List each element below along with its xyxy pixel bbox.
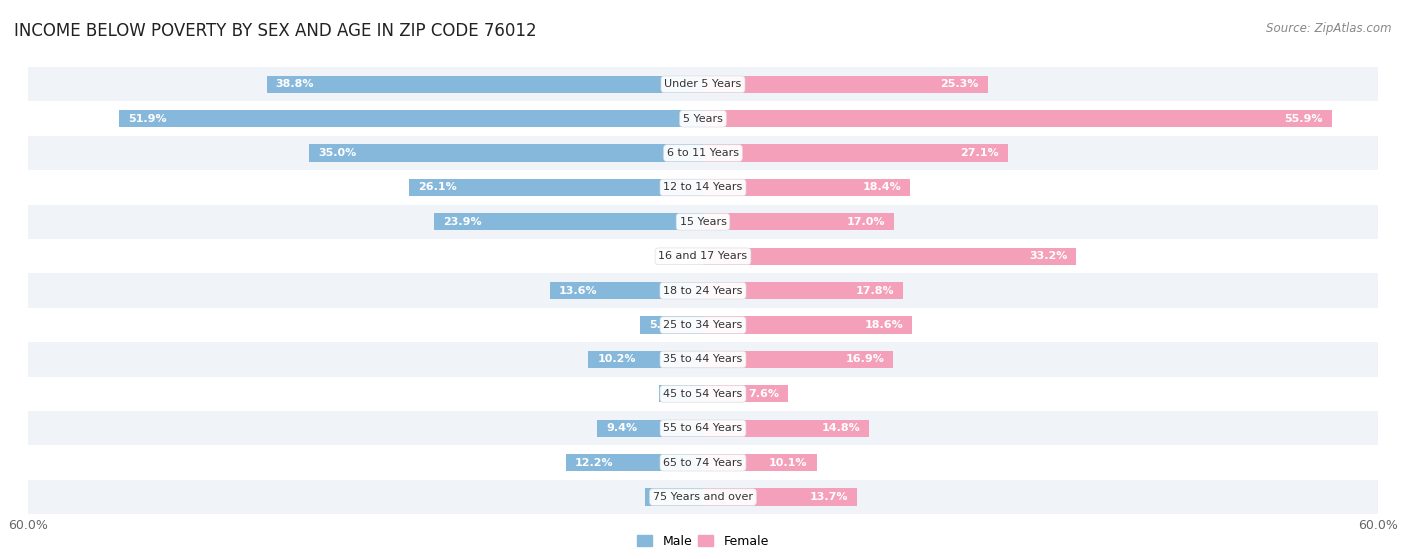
Text: Source: ZipAtlas.com: Source: ZipAtlas.com [1267, 22, 1392, 35]
Bar [309, 144, 703, 162]
Bar [28, 273, 1378, 308]
Bar [703, 179, 910, 196]
Text: 18 to 24 Years: 18 to 24 Years [664, 286, 742, 296]
Text: 15 Years: 15 Years [679, 217, 727, 227]
Bar [659, 385, 703, 402]
Bar [703, 316, 912, 334]
Text: 26.1%: 26.1% [419, 182, 457, 192]
Text: 25.3%: 25.3% [941, 79, 979, 89]
Text: 14.8%: 14.8% [821, 423, 860, 433]
Bar [28, 205, 1378, 239]
Bar [434, 214, 703, 230]
Text: 13.6%: 13.6% [560, 286, 598, 296]
Bar [28, 239, 1378, 273]
Text: 0.0%: 0.0% [669, 252, 697, 261]
Bar [28, 308, 1378, 342]
Text: 16.9%: 16.9% [845, 354, 884, 364]
Bar [703, 110, 1331, 127]
Text: 7.6%: 7.6% [748, 389, 779, 399]
Text: 18.6%: 18.6% [865, 320, 903, 330]
Bar [28, 102, 1378, 136]
Text: 6 to 11 Years: 6 to 11 Years [666, 148, 740, 158]
Bar [598, 420, 703, 437]
Bar [703, 248, 1077, 265]
Text: INCOME BELOW POVERTY BY SEX AND AGE IN ZIP CODE 76012: INCOME BELOW POVERTY BY SEX AND AGE IN Z… [14, 22, 537, 40]
Bar [703, 75, 987, 93]
Bar [28, 67, 1378, 102]
Bar [565, 454, 703, 471]
Text: 23.9%: 23.9% [443, 217, 482, 227]
Bar [28, 377, 1378, 411]
Text: 25 to 34 Years: 25 to 34 Years [664, 320, 742, 330]
Text: 55.9%: 55.9% [1284, 113, 1323, 124]
Bar [644, 489, 703, 506]
Bar [703, 351, 893, 368]
Bar [588, 351, 703, 368]
Text: 12.2%: 12.2% [575, 458, 613, 468]
Bar [28, 136, 1378, 170]
Bar [28, 480, 1378, 514]
Bar [28, 342, 1378, 377]
Bar [120, 110, 703, 127]
Bar [703, 144, 1008, 162]
Bar [267, 75, 703, 93]
Text: 5.6%: 5.6% [650, 320, 681, 330]
Text: 3.9%: 3.9% [668, 389, 699, 399]
Text: 10.2%: 10.2% [598, 354, 636, 364]
Text: 65 to 74 Years: 65 to 74 Years [664, 458, 742, 468]
Text: 12 to 14 Years: 12 to 14 Years [664, 182, 742, 192]
Text: 38.8%: 38.8% [276, 79, 314, 89]
Bar [703, 282, 903, 299]
Text: 16 and 17 Years: 16 and 17 Years [658, 252, 748, 261]
Bar [409, 179, 703, 196]
Text: 18.4%: 18.4% [862, 182, 901, 192]
Text: 5 Years: 5 Years [683, 113, 723, 124]
Bar [703, 454, 817, 471]
Text: 55 to 64 Years: 55 to 64 Years [664, 423, 742, 433]
Text: 33.2%: 33.2% [1029, 252, 1067, 261]
Text: 35 to 44 Years: 35 to 44 Years [664, 354, 742, 364]
Bar [28, 170, 1378, 205]
Text: 9.4%: 9.4% [606, 423, 637, 433]
Bar [28, 411, 1378, 446]
Text: 17.0%: 17.0% [846, 217, 886, 227]
Bar [703, 214, 894, 230]
Bar [703, 420, 869, 437]
Text: 10.1%: 10.1% [769, 458, 807, 468]
Bar [703, 385, 789, 402]
Bar [28, 446, 1378, 480]
Text: 17.8%: 17.8% [856, 286, 894, 296]
Bar [703, 489, 858, 506]
Text: 35.0%: 35.0% [318, 148, 357, 158]
Text: 75 Years and over: 75 Years and over [652, 492, 754, 502]
Legend: Male, Female: Male, Female [633, 530, 773, 553]
Bar [640, 316, 703, 334]
Text: 45 to 54 Years: 45 to 54 Years [664, 389, 742, 399]
Text: 27.1%: 27.1% [960, 148, 998, 158]
Bar [550, 282, 703, 299]
Text: 5.2%: 5.2% [654, 492, 685, 502]
Text: 51.9%: 51.9% [128, 113, 167, 124]
Text: Under 5 Years: Under 5 Years [665, 79, 741, 89]
Text: 13.7%: 13.7% [810, 492, 848, 502]
